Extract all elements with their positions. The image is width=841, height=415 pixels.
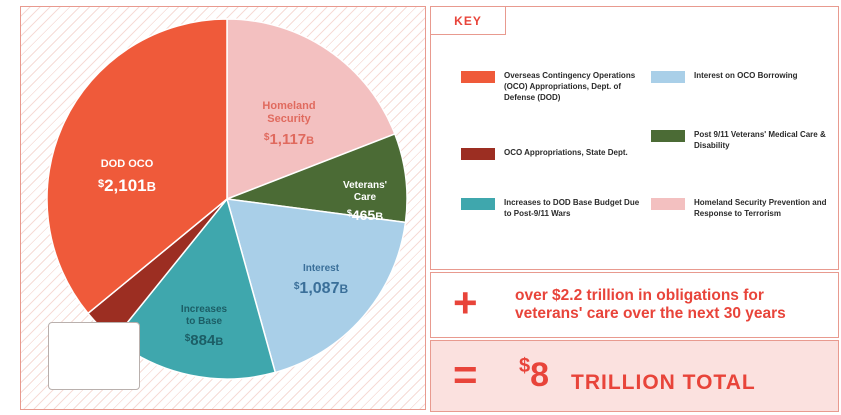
key-item-state-oco: OCO Appropriations, State Dept. — [461, 147, 641, 160]
state-dept-callout-box — [48, 322, 140, 390]
pie-slice-interest — [225, 198, 407, 374]
key-label-base-increase: Increases to DOD Base Budget Due to Post… — [504, 198, 640, 218]
pie-label-dod-oco: DOD OCO $2,101B — [98, 158, 156, 195]
pie-label-dod-oco-value: $2,101B — [98, 176, 156, 195]
pie-slice-dod-oco — [46, 18, 228, 315]
pie-label-veterans-name: Care — [354, 192, 377, 203]
pie-label-veterans-name: Veterans' — [343, 180, 387, 191]
total-panel: = $8 TRILLION TOTAL — [430, 340, 839, 412]
key-item-dod-oco: Overseas Contingency Operations (OCO) Ap… — [461, 70, 641, 103]
key-label-homeland: Homeland Security Prevention and Respons… — [694, 198, 827, 218]
total-amount: $8 — [519, 355, 549, 395]
total-number: 8 — [530, 356, 550, 394]
base-increase-swatch — [461, 198, 495, 210]
key-label-veterans: Post 9/11 Veterans' Medical Care & Disab… — [694, 130, 826, 150]
key-title: KEY — [431, 7, 506, 35]
state-oco-swatch — [461, 148, 495, 160]
equals-icon: = — [453, 351, 478, 398]
key-label-dod-oco: Overseas Contingency Operations (OCO) Ap… — [504, 71, 636, 102]
veterans-obligations-panel: + over $2.2 trillion in obligations for … — [430, 272, 839, 338]
total-currency: $ — [519, 355, 531, 377]
key-item-interest: Interest on OCO Borrowing — [651, 70, 831, 83]
veterans-obligations-text: over $2.2 trillion in obligations for ve… — [515, 287, 786, 322]
pie-label-base-name: to Base — [186, 316, 223, 327]
key-label-state-oco: OCO Appropriations, State Dept. — [504, 148, 628, 157]
pie-label-veterans: Veterans'Care $465B — [343, 180, 387, 223]
key-panel: KEY Overseas Contingency Operations (OCO… — [430, 6, 839, 270]
key-item-base-increase: Increases to DOD Base Budget Due to Post… — [461, 197, 641, 219]
pie-label-homeland-name: Homeland — [262, 100, 315, 112]
pie-label-interest-value: $1,087B — [294, 280, 349, 297]
pie-slice-veterans — [226, 132, 408, 224]
pie-label-base-value: $884B — [185, 332, 224, 349]
veterans-swatch — [651, 130, 685, 142]
pie-label-interest-name: Interest — [303, 263, 340, 274]
pie-label-interest: Interest $1,087B — [294, 263, 349, 297]
key-label-interest: Interest on OCO Borrowing — [694, 71, 798, 80]
key-item-homeland: Homeland Security Prevention and Respons… — [651, 197, 831, 219]
plus-icon: + — [453, 279, 478, 326]
pie-label-veterans-value: $465B — [347, 207, 383, 223]
pie-slice-homeland — [226, 18, 396, 201]
pie-label-homeland-name: Security — [267, 113, 311, 125]
interest-swatch — [651, 71, 685, 83]
key-item-veterans: Post 9/11 Veterans' Medical Care & Disab… — [651, 129, 831, 151]
total-label: TRILLION TOTAL — [571, 371, 756, 394]
pie-chart-panel: Homeland Security $1,117B Veterans' Care $465… — [20, 6, 426, 410]
homeland-swatch — [651, 198, 685, 210]
dod-oco-swatch — [461, 71, 495, 83]
pie-label-dod-oco-name: DOD OCO — [101, 158, 154, 170]
pie-label-base-name: Increases — [181, 304, 228, 315]
pie-label-homeland-value: $1,117B — [264, 131, 314, 148]
